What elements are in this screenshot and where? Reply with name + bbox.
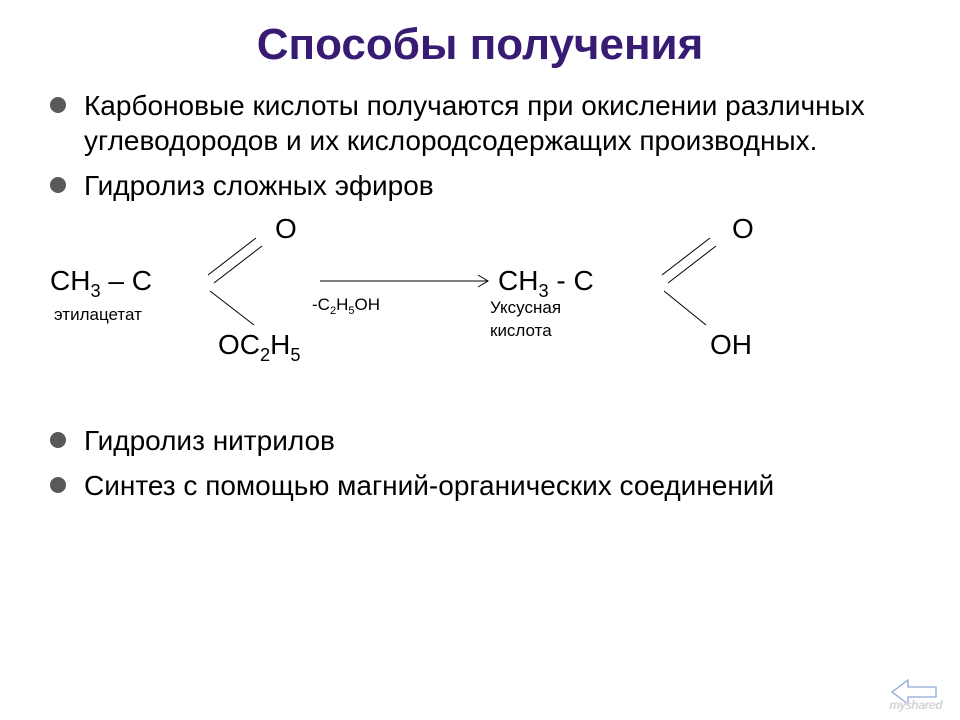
left-fragment: CH3 – С: [50, 265, 152, 300]
right-oh: ОН: [710, 329, 752, 361]
oc-O: ОС: [218, 329, 260, 360]
dash-left: – С: [101, 265, 152, 296]
left-bonds: [194, 229, 284, 329]
bullet-2: Гидролиз сложных эфиров: [50, 168, 910, 203]
left-oc2h5: ОС2Н5: [218, 329, 300, 364]
ch3-right-text: CH: [498, 265, 538, 296]
label-ethyl-acetate: этилацетат: [54, 305, 142, 325]
ch3-left-sub: 3: [90, 282, 100, 300]
oc-5: 5: [290, 346, 300, 364]
over-arrow-label: -С2Н5ОН: [312, 295, 380, 317]
reaction-scheme: O O CH3 – С CH3 - С ОС2Н5 ОН: [50, 213, 910, 423]
oa-OH: ОН: [355, 295, 381, 314]
oa-H: Н: [336, 295, 348, 314]
right-bonds: [644, 229, 744, 329]
ch3-left-text: CH: [50, 265, 90, 296]
oa-pre: -С: [312, 295, 330, 314]
bullet-list-2: Гидролиз нитрилов Синтез с помощью магни…: [50, 423, 910, 503]
slide-title: Способы получения: [50, 20, 910, 70]
oc-H: Н: [270, 329, 290, 360]
ch3-right: CH3: [498, 265, 549, 296]
label-acetic-2: кислота: [490, 321, 552, 341]
watermark-text: myshared: [889, 698, 942, 712]
reaction-arrow: [320, 271, 495, 291]
bullet-1: Карбоновые кислоты получаются при окисле…: [50, 88, 910, 158]
dash-right: - С: [549, 265, 594, 296]
oc-2: 2: [260, 346, 270, 364]
slide-container: Способы получения Карбоновые кислоты пол…: [0, 0, 960, 720]
bullet-3: Гидролиз нитрилов: [50, 423, 910, 458]
right-fragment: CH3 - С: [498, 265, 594, 300]
bullet-list: Карбоновые кислоты получаются при окисле…: [50, 88, 910, 203]
label-acetic-1: Уксусная: [490, 298, 561, 318]
bullet-4: Синтез с помощью магний-органических сое…: [50, 468, 910, 503]
ch3-left: CH3: [50, 265, 101, 296]
